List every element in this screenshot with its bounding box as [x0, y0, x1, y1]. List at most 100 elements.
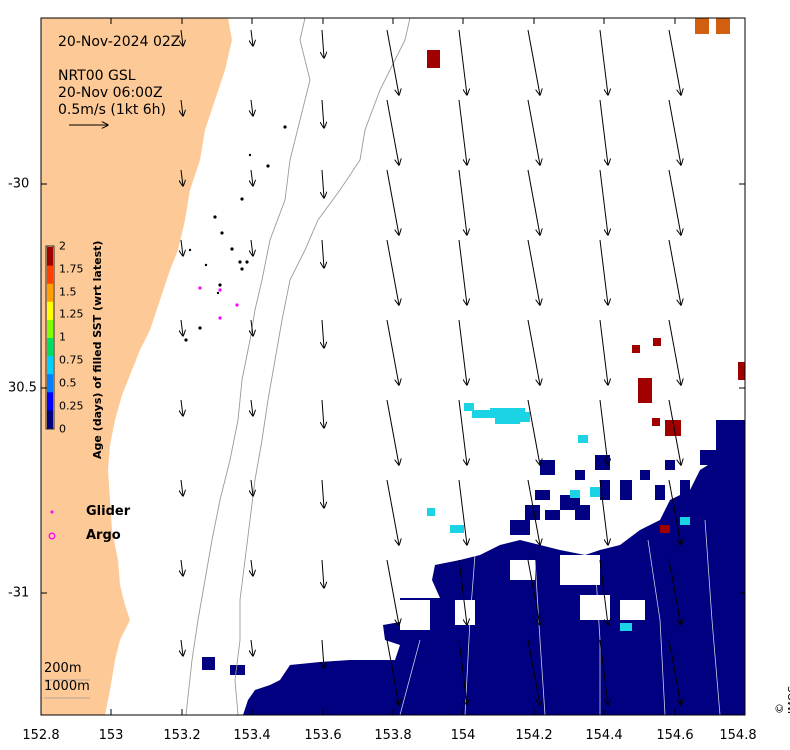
current-arrow — [527, 319, 540, 385]
current-arrow — [251, 319, 253, 336]
current-arrow — [322, 559, 324, 588]
current-arrow — [458, 99, 467, 165]
current-arrow — [322, 99, 324, 128]
y-tick-label: -31 — [8, 585, 30, 601]
x-tick-label: 153.6 — [304, 728, 342, 743]
sst-cyan-blocks — [427, 403, 690, 631]
current-arrow — [458, 319, 467, 385]
current-arrow — [251, 29, 253, 46]
current-arrow — [668, 29, 681, 95]
current-arrow — [458, 169, 467, 235]
sst-fill-region — [243, 420, 745, 715]
glider-legend-label: Glider — [86, 504, 131, 519]
current-arrow — [527, 239, 540, 305]
product-name: NRT00 GSL — [58, 68, 136, 84]
current-arrow — [251, 99, 253, 116]
current-arrow — [386, 479, 399, 545]
sst-orange-blocks — [695, 18, 730, 34]
colorbar-tick: 1 — [59, 330, 66, 344]
colorbar-tick: 1.5 — [59, 285, 77, 299]
land — [41, 18, 232, 715]
current-arrow — [599, 99, 608, 165]
colorbar — [45, 245, 55, 430]
current-arrow — [599, 479, 608, 545]
colorbar-segment — [47, 319, 53, 338]
colorbar-segment — [47, 247, 53, 266]
current-arrow — [599, 639, 608, 705]
current-arrow — [668, 319, 681, 385]
current-arrow — [386, 99, 399, 165]
streamlines — [399, 519, 721, 715]
current-arrow — [386, 169, 399, 235]
current-arrow — [599, 239, 608, 305]
current-arrow — [458, 29, 467, 95]
colorbar-segment — [47, 373, 53, 393]
x-tick-label: 153.8 — [374, 728, 412, 743]
current-arrow — [527, 479, 540, 545]
current-arrow — [599, 319, 608, 385]
colorbar-tick: 0.75 — [59, 353, 84, 367]
current-arrow — [386, 239, 399, 305]
map-datetime: 20-Nov-2024 02Z — [58, 34, 181, 50]
colorbar-tick: 2 — [59, 239, 66, 253]
sst-old-blocks — [427, 50, 745, 533]
colorbar-tick: 0.5 — [59, 376, 77, 390]
current-arrow — [668, 239, 681, 305]
current-arrows — [181, 29, 681, 705]
float-dots — [184, 125, 287, 342]
sst-blocks — [202, 450, 716, 675]
current-arrow — [251, 639, 253, 656]
argo-legend-icon — [48, 532, 56, 540]
current-arrow — [668, 99, 681, 165]
current-arrow — [668, 169, 681, 235]
argo-legend-label: Argo — [86, 528, 121, 543]
current-arrow — [322, 169, 324, 198]
current-arrow — [527, 639, 540, 705]
glider-legend-icon — [50, 510, 54, 514]
x-tick-label: 154.6 — [656, 728, 694, 743]
colorbar-segment — [47, 265, 53, 284]
x-tick-label: 153.4 — [233, 728, 271, 743]
current-arrow — [668, 559, 681, 625]
glider-positions — [198, 286, 239, 320]
colorbar-segment — [47, 301, 53, 320]
isobath-1000m — [234, 18, 411, 715]
current-arrow — [458, 639, 467, 705]
x-tick-label: 153.2 — [163, 728, 201, 743]
current-arrow — [458, 559, 467, 625]
colorbar-tick: 0.25 — [59, 399, 84, 413]
colorbar-segment — [47, 391, 53, 411]
isobath-1000m-label: 1000m — [44, 679, 90, 694]
current-arrow — [458, 479, 467, 545]
current-arrow — [251, 399, 253, 416]
colorbar-segment — [47, 355, 53, 375]
current-arrow — [251, 239, 253, 256]
current-arrow — [527, 99, 540, 165]
current-arrow — [386, 399, 399, 465]
current-arrow — [181, 479, 183, 496]
current-arrow — [322, 479, 324, 508]
current-arrow — [386, 29, 399, 95]
current-arrow — [251, 169, 253, 186]
current-arrow — [527, 559, 540, 625]
current-arrow — [599, 29, 608, 95]
colorbar-segment — [47, 409, 53, 429]
current-arrow — [527, 169, 540, 235]
current-arrow — [181, 639, 183, 656]
y-tick-label: -30 — [8, 176, 30, 192]
current-arrow — [181, 29, 183, 46]
current-arrow — [181, 99, 183, 116]
current-arrow — [251, 479, 253, 496]
current-arrow — [668, 639, 681, 705]
current-arrow — [668, 479, 681, 545]
imos-credit: © IMOS 23-Nov-2024 15:54 Hobart — [773, 685, 790, 714]
current-arrow — [251, 559, 253, 576]
colorbar-tick: 0 — [59, 422, 66, 436]
current-arrow — [181, 559, 183, 576]
colorbar-title: Age (days) of filled SST (wrt latest) — [91, 240, 104, 459]
current-arrow — [181, 319, 183, 336]
x-tick-label: 154.8 — [719, 728, 757, 743]
x-tick-label: 154 — [450, 728, 476, 743]
current-arrow — [458, 239, 467, 305]
